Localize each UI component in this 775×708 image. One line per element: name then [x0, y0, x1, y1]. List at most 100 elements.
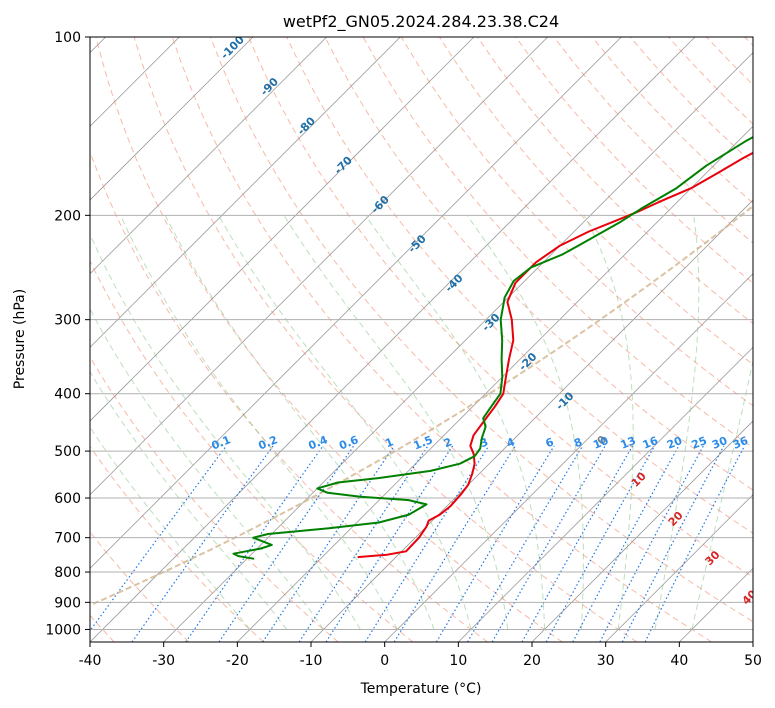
dry-adiabat: [668, 37, 753, 125]
mixing-ratio-line: [521, 445, 634, 642]
isotherm-label: -80: [295, 114, 318, 137]
skewed-isotherm: [237, 125, 753, 642]
dry-adiabat: [90, 150, 488, 642]
mixing-ratio-label: 1: [383, 435, 395, 450]
y-tick-label: 400: [54, 387, 81, 403]
x-tick-label: -20: [226, 653, 249, 669]
skewed-isotherm: [752, 641, 753, 642]
skewed-isotherm: [90, 37, 327, 275]
mixing-ratio-line: [572, 445, 680, 642]
x-tick-label: 30: [597, 653, 615, 669]
dry-adiabat: [324, 37, 753, 491]
skewed-isotherm: [605, 494, 753, 642]
mixing-ratio-label: 30: [710, 434, 729, 452]
mixing-ratio-label: 3: [478, 435, 490, 450]
mixing-ratio-line: [599, 445, 704, 642]
temperature-profile: [357, 151, 753, 559]
dry-adiabat: [591, 37, 753, 204]
skewed-isotherm: [310, 199, 753, 642]
mixing-ratio-line: [466, 445, 584, 642]
mixing-ratio-line: [435, 445, 555, 642]
x-tick-label: 40: [670, 653, 688, 669]
skewed-isotherm: [90, 37, 622, 569]
x-tick-label: 10: [449, 653, 467, 669]
reference-curve: [90, 204, 753, 607]
isotherm-label: -10: [553, 389, 576, 412]
mixing-ratio-line: [262, 445, 395, 642]
skewed-isotherm: [90, 37, 475, 422]
mixing-ratio-line: [131, 445, 274, 642]
mixing-ratio-label: 8: [572, 435, 584, 450]
y-tick-label: 900: [54, 595, 81, 611]
dry-adiabat: [90, 356, 339, 642]
y-axis-label: Pressure (hPa): [12, 289, 28, 389]
y-tick-label: 1000: [45, 622, 81, 638]
sounding-series: [232, 135, 753, 560]
y-axis-ticks: 100 200 300 400 500 600 700 800 900 1000: [45, 30, 90, 638]
skewed-isotherm: [531, 420, 753, 642]
dry-adiabat: [553, 37, 753, 244]
background-lines: [90, 37, 753, 642]
x-tick-label: 50: [744, 653, 762, 669]
y-tick-label: 300: [54, 313, 81, 329]
moist-adiabat: [164, 215, 435, 630]
dry-adiabat: [171, 37, 712, 642]
mixing-ratio-label: 1.5: [412, 433, 435, 452]
mixing-ratio-line: [185, 445, 324, 642]
mixing-ratio-label: 6: [544, 435, 556, 450]
x-tick-label: -10: [300, 653, 323, 669]
skewed-isotherm: [90, 37, 696, 642]
y-tick-label: 600: [54, 491, 81, 507]
dry-adiabat: [210, 37, 753, 623]
dry-adiabat: [515, 37, 753, 284]
mixing-ratio-label: 2: [442, 435, 454, 450]
mixing-ratio-label: 13: [619, 434, 638, 452]
mixing-ratio-line: [364, 445, 490, 642]
x-tick-label: -40: [79, 653, 102, 669]
mixing-ratio-label: 16: [641, 434, 660, 452]
moist-adiabat: [583, 215, 634, 630]
mixing-ratio-label: 10: [591, 434, 610, 452]
mixing-ratio-line: [218, 445, 355, 642]
mixing-ratio-label: 36: [731, 434, 750, 452]
mixing-ratio-line: [644, 445, 746, 642]
moist-adiabat: [90, 426, 251, 630]
mixing-ratio-line: [621, 445, 725, 642]
dry-adiabat: [90, 445, 264, 642]
skewed-isotherm: [679, 567, 753, 642]
dry-adiabat: [95, 37, 563, 642]
isotherm-label: 40: [740, 587, 760, 607]
isotherm-label: -70: [332, 154, 355, 177]
y-tick-label: 100: [54, 30, 81, 46]
x-axis-label: Temperature (°C): [360, 681, 482, 697]
mixing-ratio-line: [325, 445, 454, 642]
moist-adiabat: [90, 232, 361, 630]
pressure-grid: [90, 37, 753, 630]
chart-title: wetPf2_GN05.2024.284.23.38.C24: [283, 12, 559, 32]
skewed-isotherm: [90, 37, 548, 496]
dewpoint-profile: [232, 135, 753, 560]
isotherm-label: -90: [258, 75, 281, 98]
skewed-isotherm: [384, 273, 753, 642]
x-axis-ticks: -40 -30 -20 -10 0 10 20 30 40 50: [79, 642, 762, 669]
mixing-ratio-label: 0.2: [256, 433, 279, 452]
dry-adiabat: [286, 37, 753, 534]
dry-adiabat: [706, 37, 753, 86]
y-tick-label: 800: [54, 565, 81, 581]
dry-adiabat: [133, 37, 638, 642]
plot-frame: [89, 36, 754, 643]
y-tick-label: 200: [54, 208, 81, 224]
mixing-ratio-label: 20: [665, 434, 684, 452]
mixing-ratio-line: [90, 445, 227, 632]
moist-adiabat: [654, 215, 700, 630]
mixing-ratio-line: [393, 445, 516, 642]
moist-adiabat: [120, 215, 398, 630]
skewed-isotherm: [90, 37, 254, 201]
x-tick-label: 0: [380, 653, 389, 669]
y-tick-label: 700: [54, 531, 81, 547]
dry-adiabat: [744, 37, 753, 47]
mixing-ratio-label: 0.6: [337, 433, 360, 452]
skewed-isotherm: [163, 52, 753, 642]
